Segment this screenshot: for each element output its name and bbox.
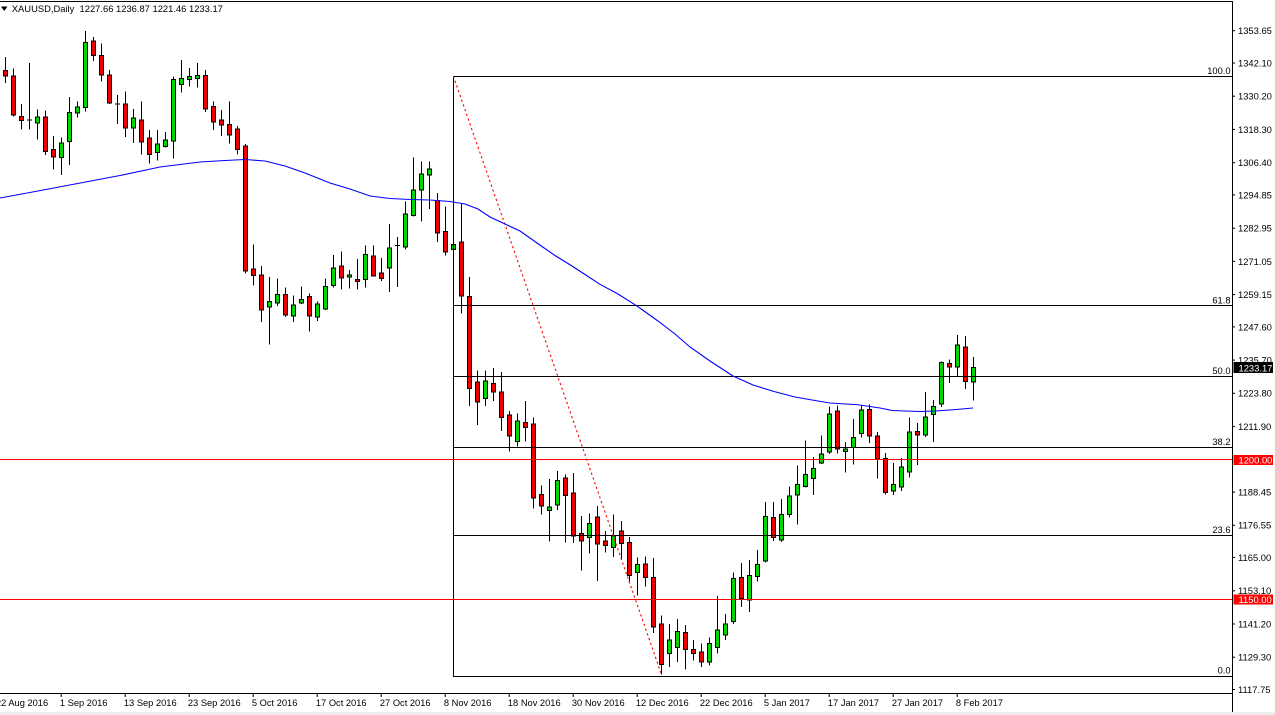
svg-text:5 Oct 2016: 5 Oct 2016 bbox=[252, 698, 297, 708]
svg-text:1259.15: 1259.15 bbox=[1238, 289, 1272, 300]
svg-text:23.6: 23.6 bbox=[1212, 525, 1230, 535]
svg-text:17 Jan 2017: 17 Jan 2017 bbox=[828, 698, 879, 708]
svg-text:1165.00: 1165.00 bbox=[1238, 552, 1271, 563]
svg-text:1200.00: 1200.00 bbox=[1239, 455, 1273, 466]
svg-text:1211.90: 1211.90 bbox=[1238, 421, 1271, 432]
svg-text:12 Dec 2016: 12 Dec 2016 bbox=[636, 698, 689, 708]
svg-text:1153.10: 1153.10 bbox=[1238, 585, 1271, 596]
svg-text:30 Nov 2016: 30 Nov 2016 bbox=[572, 698, 625, 708]
svg-text:1294.85: 1294.85 bbox=[1238, 189, 1272, 200]
svg-text:23 Sep 2016: 23 Sep 2016 bbox=[188, 698, 241, 708]
svg-text:1247.60: 1247.60 bbox=[1238, 321, 1272, 332]
svg-text:1176.55: 1176.55 bbox=[1238, 520, 1271, 531]
svg-text:5 Jan 2017: 5 Jan 2017 bbox=[764, 698, 810, 708]
svg-text:0.0: 0.0 bbox=[1218, 666, 1231, 676]
svg-text:18 Nov 2016: 18 Nov 2016 bbox=[508, 698, 561, 708]
svg-text:1223.80: 1223.80 bbox=[1238, 388, 1272, 399]
svg-text:1141.20: 1141.20 bbox=[1238, 618, 1271, 629]
svg-text:1353.65: 1353.65 bbox=[1238, 25, 1272, 36]
svg-text:50.0: 50.0 bbox=[1212, 366, 1230, 376]
svg-text:1129.30: 1129.30 bbox=[1238, 652, 1271, 663]
svg-text:1318.30: 1318.30 bbox=[1238, 124, 1272, 135]
svg-text:1282.95: 1282.95 bbox=[1238, 223, 1272, 234]
svg-text:22 Dec 2016: 22 Dec 2016 bbox=[700, 698, 753, 708]
svg-text:1150.00: 1150.00 bbox=[1239, 594, 1272, 605]
svg-text:1271.05: 1271.05 bbox=[1238, 256, 1272, 267]
svg-text:61.8: 61.8 bbox=[1212, 295, 1230, 305]
svg-text:1235.70: 1235.70 bbox=[1238, 355, 1272, 366]
svg-text:1306.40: 1306.40 bbox=[1238, 157, 1272, 168]
svg-text:27 Jan 2017: 27 Jan 2017 bbox=[892, 698, 943, 708]
svg-text:8 Nov 2016: 8 Nov 2016 bbox=[444, 698, 492, 708]
svg-text:13 Sep 2016: 13 Sep 2016 bbox=[124, 698, 177, 708]
svg-text:8 Feb 2017: 8 Feb 2017 bbox=[956, 698, 1003, 708]
svg-text:1117.75: 1117.75 bbox=[1238, 684, 1271, 695]
svg-text:XAUUSD,Daily 1227.66 1236.87: XAUUSD,Daily 1227.66 1236.87 1221.46 123… bbox=[12, 3, 223, 14]
svg-text:38.2: 38.2 bbox=[1212, 437, 1230, 447]
svg-text:1 Sep 2016: 1 Sep 2016 bbox=[60, 698, 108, 708]
svg-text:1188.45: 1188.45 bbox=[1238, 487, 1271, 498]
svg-text:1342.10: 1342.10 bbox=[1238, 57, 1272, 68]
svg-text:17 Oct 2016: 17 Oct 2016 bbox=[316, 698, 367, 708]
svg-text:22 Aug 2016: 22 Aug 2016 bbox=[0, 698, 48, 708]
svg-text:100.0: 100.0 bbox=[1207, 66, 1230, 76]
svg-text:1233.17: 1233.17 bbox=[1239, 362, 1273, 373]
svg-text:1330.20: 1330.20 bbox=[1238, 91, 1272, 102]
svg-text:27 Oct 2016: 27 Oct 2016 bbox=[380, 698, 431, 708]
